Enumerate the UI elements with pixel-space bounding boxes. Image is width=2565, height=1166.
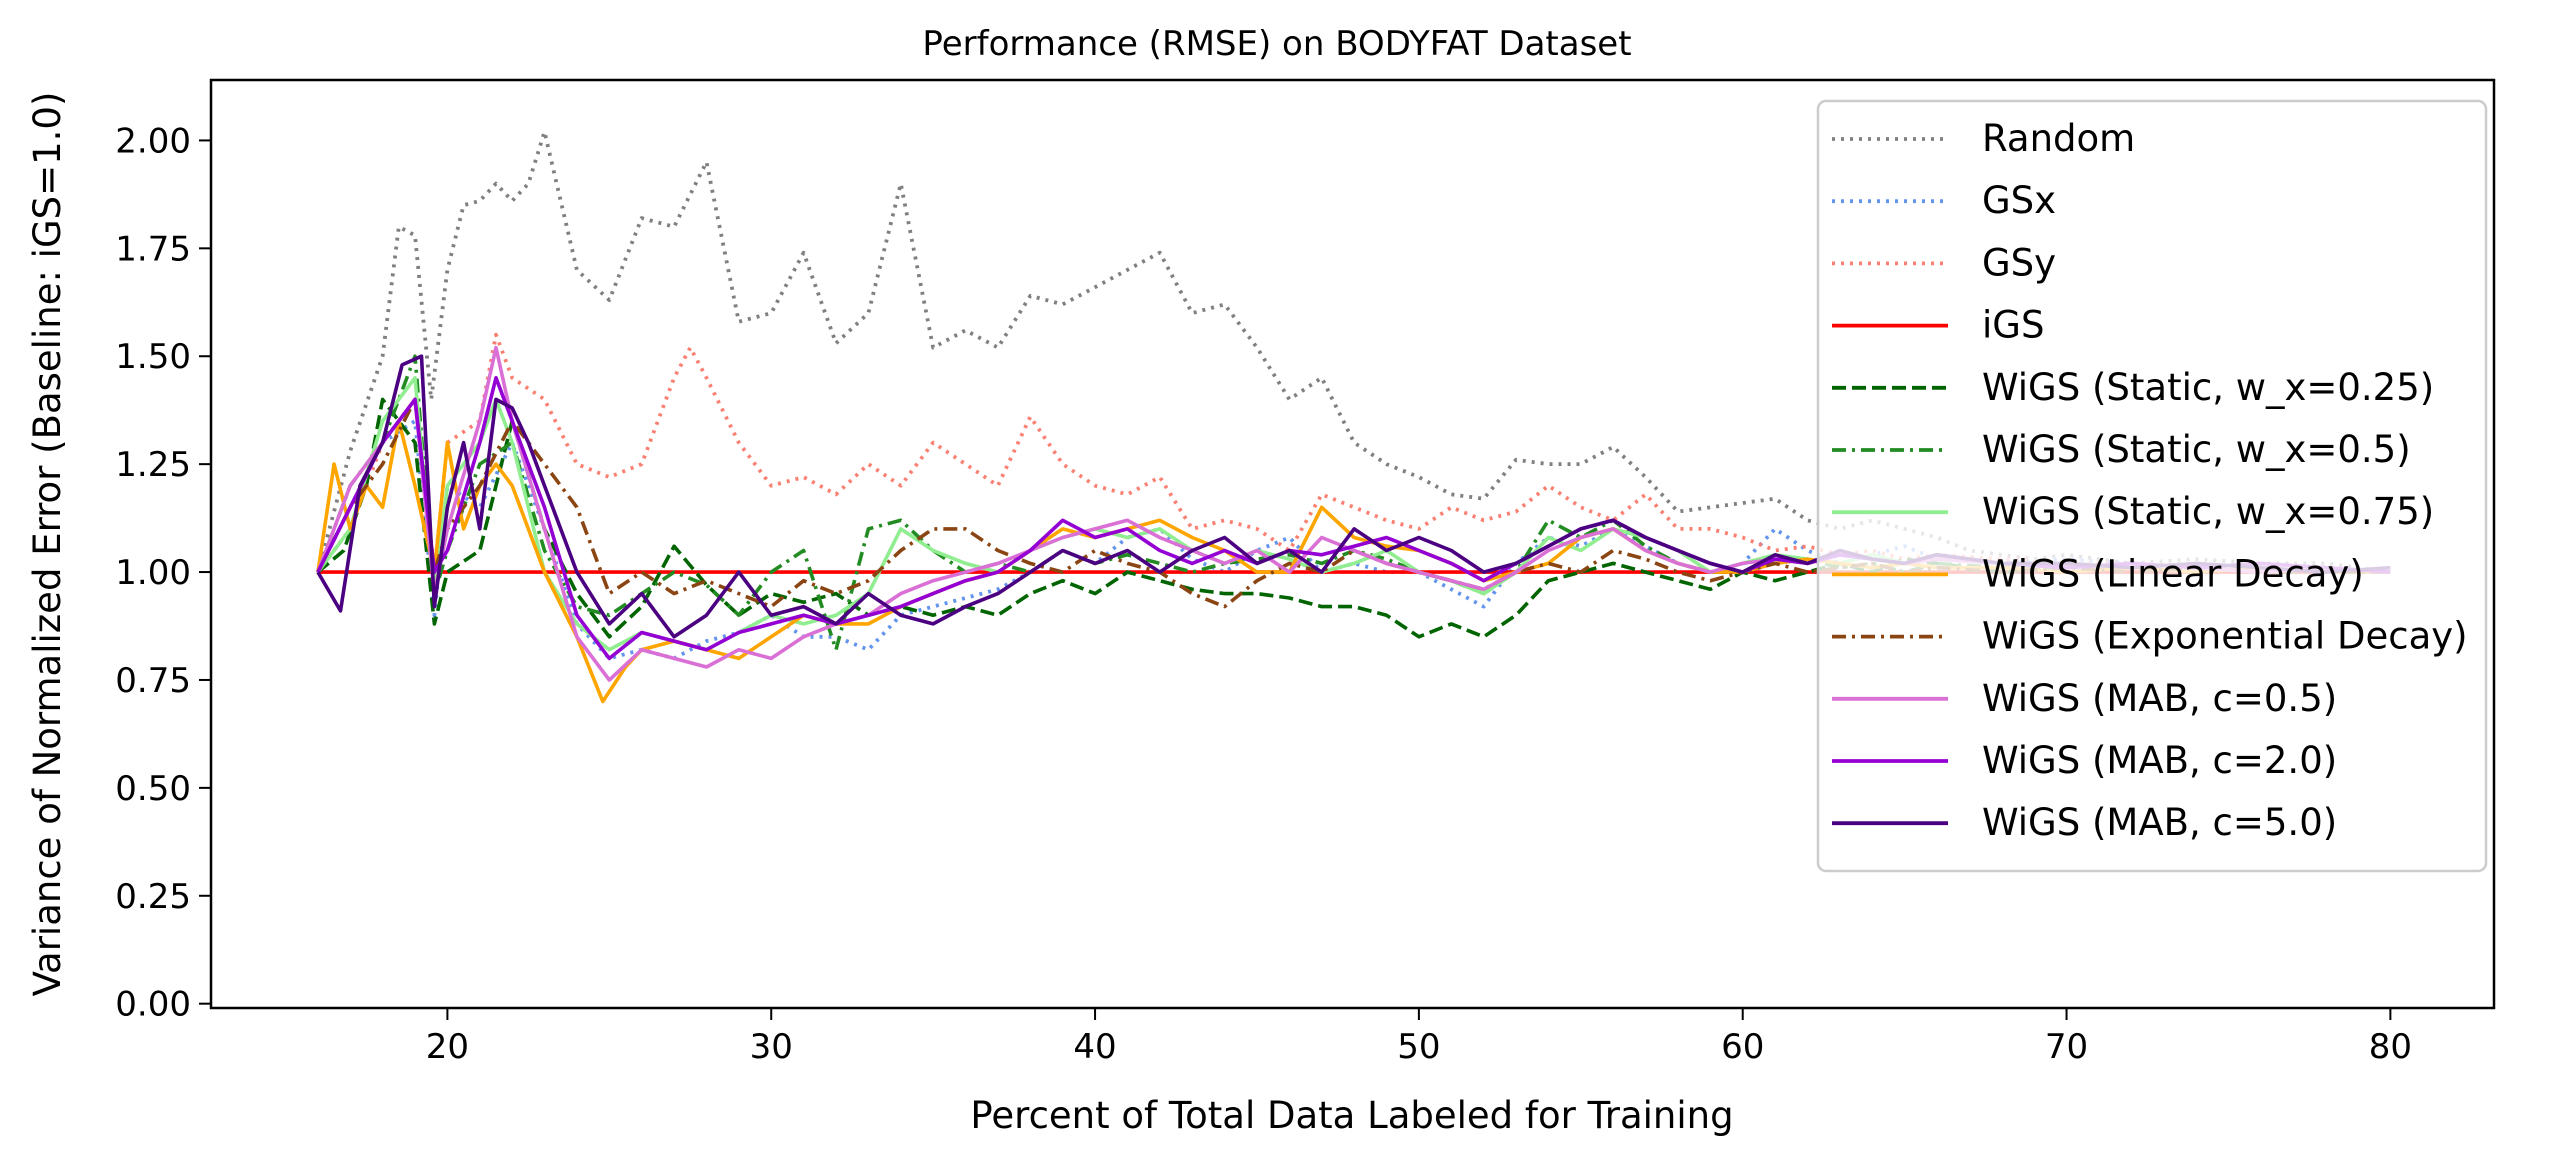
legend-entry-wigs-mab-c-0-5: WiGS (MAB, c=0.5) [1832, 677, 2337, 720]
y-tick-label: 0.50 [115, 769, 191, 809]
legend-entry-wigs-exponential-decay: WiGS (Exponential Decay) [1832, 615, 2468, 658]
x-tick-label: 80 [2369, 1027, 2412, 1067]
legend-label: WiGS (Linear Decay) [1982, 552, 2364, 595]
x-tick-label: 50 [1397, 1027, 1440, 1067]
legend-frame [1816, 99, 2488, 873]
legend-label: GSy [1982, 241, 2056, 284]
legend-entry-igs: iGS [1832, 304, 2044, 347]
y-tick-label: 0.00 [115, 985, 191, 1025]
axis-ticks: 20 30 40 50 60 70 80 0.00 0.25 0.50 0.75 1.00 1.25 1.… [115, 121, 2412, 1067]
x-tick-label: 70 [2045, 1027, 2088, 1067]
legend-label: WiGS (Exponential Decay) [1982, 615, 2468, 658]
legend-label: WiGS (MAB, c=5.0) [1982, 801, 2337, 844]
legend-label: WiGS (Static, w_x=0.25) [1982, 366, 2434, 409]
legend-entry-wigs-mab-c-2-0: WiGS (MAB, c=2.0) [1832, 739, 2337, 782]
legend-entry-wigs-mab-c-5-0: WiGS (MAB, c=5.0) [1832, 801, 2337, 844]
legend-entry-gsy: GSy [1832, 241, 2056, 284]
legend: Random GSx GSy iGS WiGS (Static, w_x=0.25) Wi… [1816, 99, 2488, 873]
legend-entry-wigs-static-w-x-0-25: WiGS (Static, w_x=0.25) [1832, 366, 2434, 409]
legend-label: Random [1982, 117, 2135, 160]
x-tick-label: 20 [426, 1027, 469, 1067]
legend-entry-wigs-linear-decay: WiGS (Linear Decay) [1832, 552, 2364, 595]
y-tick-label: 1.00 [115, 553, 191, 593]
legend-entry-wigs-static-w-x-0-75: WiGS (Static, w_x=0.75) [1832, 490, 2434, 533]
y-tick-label: 1.25 [115, 445, 191, 485]
plot-frame [209, 78, 2496, 1010]
legend-label: iGS [1982, 304, 2044, 347]
y-tick-label: 1.50 [115, 337, 191, 377]
y-tick-label: 2.00 [115, 121, 191, 161]
series-line-wigs-exponential-decay [316, 397, 2391, 609]
series-line-wigs-static-w-x-0-5 [316, 354, 2391, 652]
y-tick-label: 0.25 [115, 877, 191, 917]
chart-title: Performance (RMSE) on BODYFAT Dataset [922, 24, 1631, 64]
legend-label: WiGS (MAB, c=2.0) [1982, 739, 2337, 782]
x-tick-label: 40 [1073, 1027, 1116, 1067]
y-tick-label: 1.75 [115, 229, 191, 269]
legend-entry-wigs-static-w-x-0-5: WiGS (Static, w_x=0.5) [1832, 428, 2411, 471]
legend-label: GSx [1982, 179, 2056, 222]
legend-label: WiGS (MAB, c=0.5) [1982, 677, 2337, 720]
y-tick-label: 0.75 [115, 661, 191, 701]
x-tick-label: 30 [750, 1027, 793, 1067]
legend-entry-random: Random [1832, 117, 2135, 160]
x-tick-label: 60 [1721, 1027, 1764, 1067]
legend-label: WiGS (Static, w_x=0.75) [1982, 490, 2434, 533]
legend-entry-gsx: GSx [1832, 179, 2056, 222]
x-axis-label: Percent of Total Data Labeled for Traini… [970, 1094, 1733, 1137]
y-axis-label: Variance of Normalized Error (Baseline: … [26, 92, 69, 997]
legend-label: WiGS (Static, w_x=0.5) [1982, 428, 2411, 471]
